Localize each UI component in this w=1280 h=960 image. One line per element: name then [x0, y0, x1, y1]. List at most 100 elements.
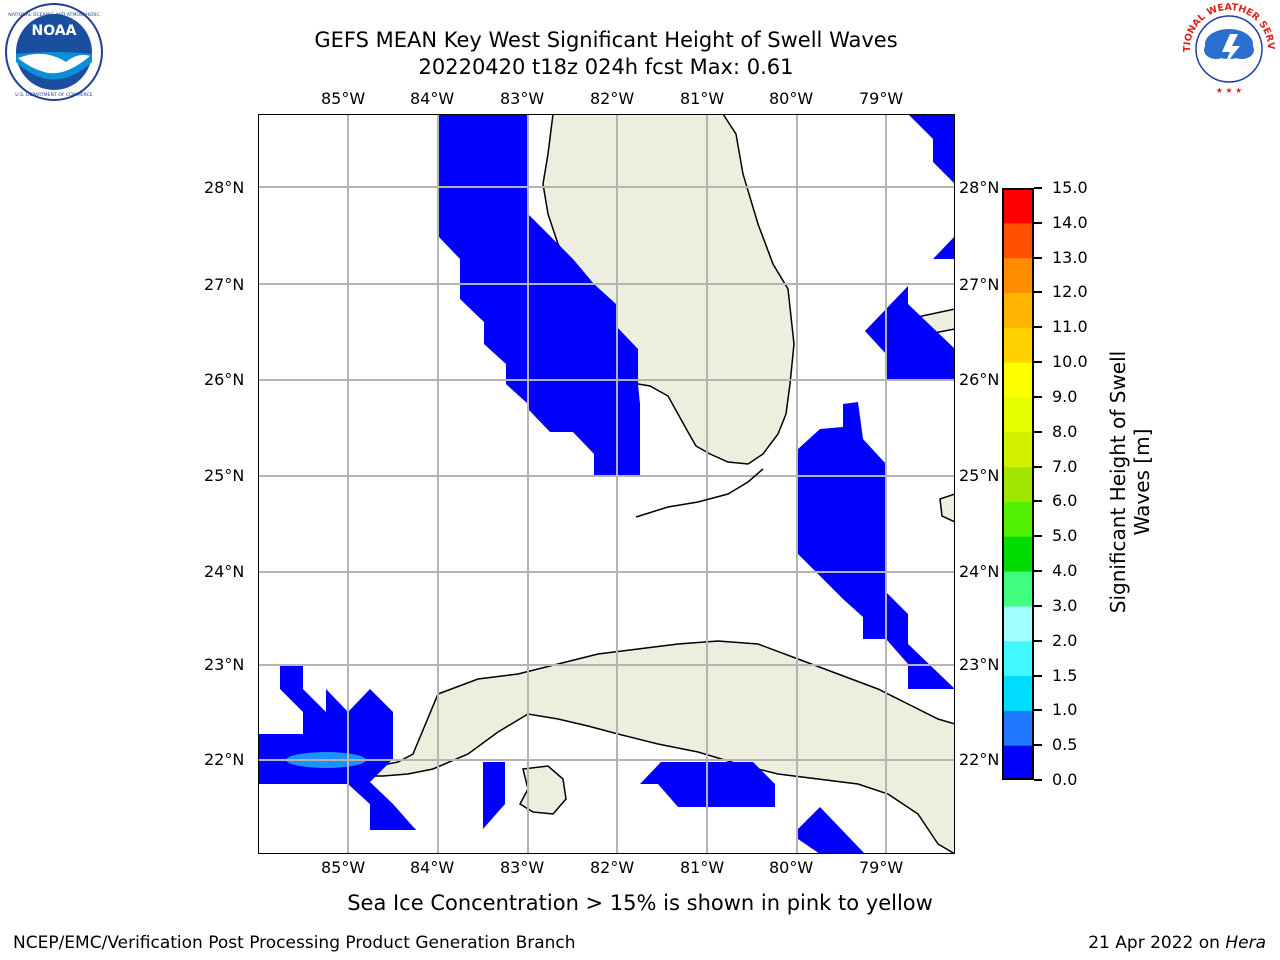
swell-region-ne-small: [933, 236, 955, 259]
colorbar-swatch: [1002, 745, 1034, 780]
colorbar-tick: [1034, 291, 1042, 294]
swell-layer: [258, 114, 955, 854]
colorbar-level-label: 5.0: [1052, 526, 1078, 546]
colorbar-level-label: 12.0: [1052, 282, 1088, 302]
lat-label-right: 26°N: [959, 370, 1000, 389]
colorbar-swatch: [1002, 501, 1034, 537]
swell-region-straits: [798, 402, 955, 689]
nws-logo: NATIONAL WEATHER SERVICE ★ ★ ★: [1180, 0, 1276, 95]
colorbar-tick: [1034, 709, 1042, 712]
lat-label-right: 28°N: [959, 178, 1000, 197]
colorbar-swatch: [1002, 292, 1034, 328]
lon-label-top: 85°W: [321, 89, 366, 108]
colorbar-tick: [1034, 256, 1042, 259]
colorbar-level-label: 0.5: [1052, 735, 1078, 755]
footer-date-text: 21 Apr 2022 on: [1088, 933, 1226, 953]
swell-region-bahamas: [865, 286, 955, 380]
swell-region-gulf: [438, 114, 640, 476]
lat-label-right: 23°N: [959, 655, 1000, 674]
colorbar-level-label: 9.0: [1052, 386, 1078, 406]
isla-juventud-land: [519, 765, 567, 815]
lon-label-top: 79°W: [859, 89, 904, 108]
colorbar-level-label: 1.5: [1052, 665, 1078, 685]
colorbar-tick: [1034, 779, 1042, 781]
lon-label-bottom: 80°W: [769, 858, 814, 877]
swell-region-island: [483, 762, 505, 829]
colorbar-level-label: 13.0: [1052, 247, 1088, 267]
colorbar-tick: [1034, 430, 1042, 433]
colorbar-tick: [1034, 187, 1042, 189]
swell-region-ne-top: [908, 114, 955, 184]
lat-label-left: 28°N: [204, 178, 245, 197]
lat-label-left: 27°N: [204, 275, 245, 294]
lon-label-top: 84°W: [410, 89, 455, 108]
graticule: [258, 114, 955, 854]
colorbar-tick: [1034, 674, 1042, 677]
lat-label-right: 27°N: [959, 275, 1000, 294]
map-subtitle: 20220420 t18z 024h fcst Max: 0.61: [418, 55, 794, 79]
map-panel: [258, 114, 955, 854]
lon-label-bottom: 81°W: [680, 858, 725, 877]
colorbar-tick: [1034, 604, 1042, 607]
colorbar-swatch: [1002, 571, 1034, 607]
colorbar-swatch: [1002, 710, 1034, 746]
colorbar-level-label: 14.0: [1052, 212, 1088, 232]
colorbar-level-label: 1.0: [1052, 700, 1078, 720]
colorbar-tick: [1034, 639, 1042, 642]
colorbar-swatch: [1002, 640, 1034, 677]
colorbar-border: [1002, 188, 1034, 780]
colorbar-level-label: 3.0: [1052, 595, 1078, 615]
svg-text:NOAA: NOAA: [32, 23, 77, 39]
svg-text:★ ★ ★: ★ ★ ★: [1216, 86, 1243, 95]
colorbar-level-label: 6.0: [1052, 491, 1078, 511]
colorbar-level-label: 15.0: [1052, 178, 1088, 197]
lat-label-left: 22°N: [204, 750, 245, 769]
map-title: GEFS MEAN Key West Significant Height of…: [314, 28, 898, 52]
colorbar-swatch: [1002, 675, 1034, 711]
colorbar-tick: [1034, 570, 1042, 573]
colorbar-title-line2: Waves [m]: [1130, 428, 1154, 536]
colorbar-level-label: 8.0: [1052, 421, 1078, 441]
lon-label-bottom: 85°W: [321, 858, 366, 877]
colorbar-swatch: [1002, 327, 1034, 363]
noaa-logo: NOAA NATIONAL OCEANIC AND ATMOSPHERIC U.…: [5, 3, 103, 101]
colorbar-title-line1: Significant Height of Swell: [1106, 350, 1130, 614]
sea-ice-note: Sea Ice Concentration > 15% is shown in …: [347, 891, 933, 915]
lat-label-right: 24°N: [959, 562, 1000, 581]
svg-text:U.S. DEPARTMENT OF COMMERCE: U.S. DEPARTMENT OF COMMERCE: [15, 92, 92, 98]
colorbar-level-label: 10.0: [1052, 352, 1088, 372]
lat-label-left: 24°N: [204, 562, 245, 581]
lon-label-top: 83°W: [500, 89, 545, 108]
colorbar-level-label: 4.0: [1052, 561, 1078, 581]
colorbar-tick: [1034, 361, 1042, 364]
footer-branch: NCEP/EMC/Verification Post Processing Pr…: [13, 933, 576, 953]
lat-label-left: 23°N: [204, 655, 245, 674]
colorbar-level-label: 11.0: [1052, 317, 1088, 337]
colorbar-tick: [1034, 500, 1042, 503]
colorbar-swatch: [1002, 188, 1034, 224]
lon-label-bottom: 79°W: [859, 858, 904, 877]
colorbar-swatches: [1002, 188, 1034, 780]
colorbar: [1002, 188, 1034, 780]
colorbar-tick: [1034, 465, 1042, 468]
colorbar-swatch: [1002, 222, 1034, 259]
colorbar-swatch: [1002, 257, 1034, 293]
colorbar-swatch: [1002, 466, 1034, 502]
colorbar-level-label: 0.0: [1052, 770, 1078, 789]
colorbar-swatch: [1002, 362, 1034, 398]
colorbar-tick: [1034, 535, 1042, 538]
colorbar-tick: [1034, 744, 1042, 747]
swell-region-se-corner: [798, 807, 865, 854]
cuba-land: [360, 640, 955, 854]
footer-date: 21 Apr 2022 on Hera: [1088, 933, 1266, 953]
svg-text:NATIONAL OCEANIC AND ATMOSPHER: NATIONAL OCEANIC AND ATMOSPHERIC: [8, 12, 99, 18]
lon-label-top: 80°W: [769, 89, 814, 108]
lon-label-bottom: 83°W: [500, 858, 545, 877]
lon-label-top: 82°W: [590, 89, 635, 108]
florida-keys: [635, 468, 764, 518]
footer-machine: Hera: [1225, 933, 1266, 953]
colorbar-tick: [1034, 221, 1042, 224]
lon-label-top: 81°W: [680, 89, 725, 108]
lat-label-right: 25°N: [959, 466, 1000, 485]
colorbar-swatch: [1002, 536, 1034, 572]
